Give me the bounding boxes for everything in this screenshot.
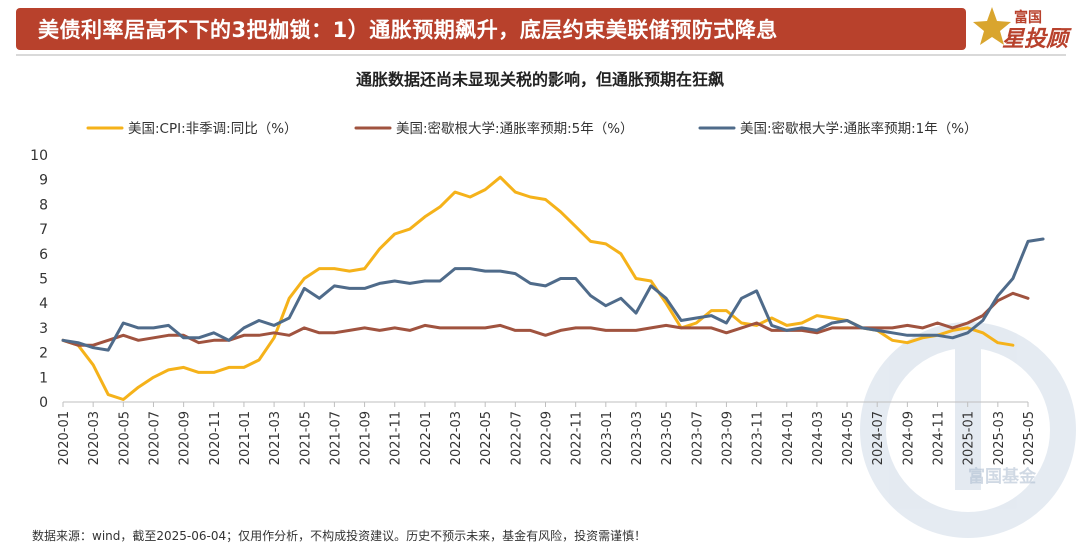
brand-logo: 富国 星投顾	[972, 3, 1076, 55]
x-tick-label: 2025-05	[1022, 411, 1037, 465]
x-tick-label: 2024-03	[811, 411, 826, 465]
series-line-2	[61, 291, 1030, 347]
x-tick-label: 2023-07	[690, 411, 705, 465]
y-tick-label: 3	[39, 321, 48, 337]
footer-source: 数据来源：wind，截至2025-06-04；仅用作分析，不构成投资建议。历史不…	[32, 529, 647, 543]
header-divider	[16, 54, 1066, 56]
chart-legend: 美国:CPI:非季调:同比（%） 美国:密歇根大学:通胀率预期:5年（%） 美国:密…	[86, 120, 978, 137]
brand-suffix: 投顾	[1024, 27, 1069, 52]
watermark-emblem-icon	[860, 322, 1076, 538]
y-tick-label: 4	[39, 296, 48, 312]
x-tick-label: 2022-09	[540, 411, 555, 465]
x-tick-label: 2022-05	[479, 411, 494, 465]
x-tick-label: 2022-01	[419, 411, 434, 465]
x-tick-label: 2020-07	[147, 411, 162, 465]
x-tick-label: 2023-03	[630, 411, 645, 465]
x-tick-label: 2023-01	[600, 411, 615, 465]
x-tick-label: 2020-05	[117, 411, 132, 465]
y-tick-label: 7	[39, 222, 48, 238]
legend-label: 美国:密歇根大学:通胀率预期:5年（%）	[396, 120, 634, 137]
brand-name: 富国	[1014, 10, 1042, 26]
brand-subname: 星投顾	[1002, 21, 1068, 53]
x-tick-label: 2022-11	[570, 411, 585, 465]
y-tick-label: 8	[39, 197, 48, 213]
brand-prefix: 星	[1002, 27, 1025, 52]
x-tick-label: 2024-11	[932, 411, 947, 465]
x-tick-label: 2021-03	[268, 411, 283, 465]
x-axis: 2020-01 2020-03 2020-05 2020-07 2020-09 2020-…	[57, 401, 1037, 465]
chart-series	[61, 175, 1045, 401]
x-tick-label: 2024-05	[841, 411, 856, 465]
x-tick-label: 2023-11	[751, 411, 766, 465]
x-tick-label: 2022-03	[449, 411, 464, 465]
x-tick-label: 2020-09	[178, 411, 193, 465]
y-tick-label: 9	[39, 173, 48, 189]
y-tick-label: 6	[39, 247, 48, 263]
chart-title: 通胀数据还尚未显现关税的影响，但通胀预期在狂飙	[355, 70, 724, 89]
x-tick-label: 2020-11	[208, 411, 223, 465]
y-tick-label: 1	[39, 370, 48, 386]
x-tick-label: 2025-03	[992, 411, 1007, 465]
x-tick-label: 2025-01	[962, 411, 977, 465]
y-tick-label: 2	[39, 346, 48, 362]
x-tick-label: 2021-07	[328, 411, 343, 465]
x-tick-label: 2024-09	[901, 411, 916, 465]
x-tick-label: 2023-05	[660, 411, 675, 465]
series-line-3	[61, 237, 1045, 352]
x-tick-label: 2021-11	[389, 411, 404, 465]
legend-label: 美国:CPI:非季调:同比（%）	[128, 121, 298, 137]
watermark: 富国基金	[968, 467, 1036, 487]
legend-label: 美国:密歇根大学:通胀率预期:1年（%）	[740, 120, 978, 137]
x-tick-label: 2024-07	[871, 411, 886, 465]
x-tick-label: 2023-09	[720, 411, 735, 465]
x-tick-label: 2022-07	[509, 411, 524, 465]
star-icon	[973, 7, 1011, 45]
y-tick-label: 10	[30, 148, 48, 164]
series-line-1	[61, 175, 1015, 401]
x-tick-label: 2020-03	[87, 411, 102, 465]
y-tick-label: 5	[39, 272, 48, 288]
page-title: 美债利率居高不下的3把枷锁：1）通胀预期飙升，底层约束美联储预防式降息	[38, 18, 778, 42]
x-tick-label: 2020-01	[57, 411, 72, 465]
x-tick-label: 2021-05	[298, 411, 313, 465]
x-tick-label: 2021-01	[238, 411, 253, 465]
x-tick-label: 2021-09	[359, 411, 374, 465]
y-axis: 0 1 2 3 4 5 6 7 8 9 10	[30, 148, 48, 411]
header-bar: 美债利率居高不下的3把枷锁：1）通胀预期飙升，底层约束美联储预防式降息	[16, 8, 966, 50]
x-tick-label: 2024-01	[781, 411, 796, 465]
y-tick-label: 0	[39, 395, 48, 411]
